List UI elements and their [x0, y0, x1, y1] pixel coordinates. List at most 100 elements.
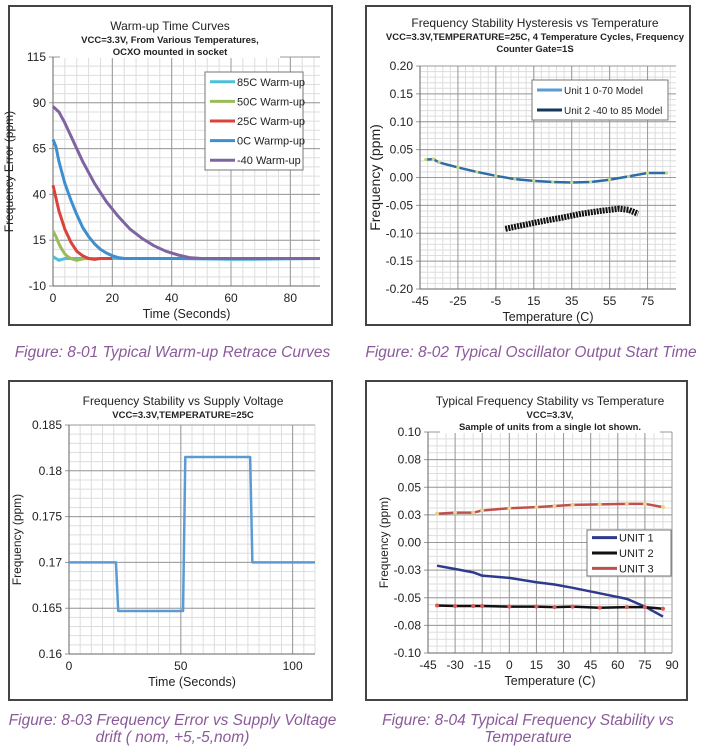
title-backdrop [385, 15, 685, 55]
y-tick-label: 0.165 [32, 601, 62, 615]
title-backdrop [440, 393, 660, 433]
y-tick-label: -0.03 [394, 563, 422, 577]
y-tick-label: 65 [33, 142, 47, 156]
y-tick-label: 0.08 [398, 453, 422, 467]
y-axis-label: Frequency Error (ppm) [2, 111, 16, 232]
x-tick-label: -5 [491, 294, 502, 308]
data-point [597, 605, 602, 610]
chart-subtitle: VCC=3.3V,TEMPERATURE=25C, 4 Temperature … [386, 32, 685, 43]
chart-subtitle: OCXO mounted in socket [113, 47, 228, 58]
y-tick-label: 0.175 [32, 510, 62, 524]
data-point [551, 180, 555, 184]
x-tick-label: 80 [284, 291, 298, 305]
y-tick-label: 0.20 [390, 59, 414, 73]
data-point [435, 511, 440, 516]
x-tick-label: 20 [106, 291, 120, 305]
legend-label: Unit 1 0-70 Model [564, 86, 643, 97]
x-tick-label: 60 [611, 658, 625, 672]
chart-box-3 [8, 380, 333, 701]
data-point [570, 180, 574, 185]
data-point [624, 501, 629, 506]
series-line [51, 105, 320, 261]
x-tick-label: -30 [446, 658, 464, 672]
x-tick-label: -25 [449, 294, 467, 308]
x-tick-label: 75 [638, 658, 652, 672]
legend-label: UNIT 2 [619, 548, 654, 560]
caption-1: Figure: 8-01 Typical Warm-up Retrace Cur… [14, 344, 331, 361]
y-tick-label: 40 [33, 187, 47, 201]
data-point [475, 170, 479, 174]
y-tick-label: 0.10 [390, 115, 414, 129]
series-line [504, 205, 640, 232]
caption-3: Figure: 8-03 Frequency Error vs Supply V… [8, 712, 337, 746]
data-point [480, 508, 485, 513]
data-point [645, 171, 650, 175]
x-tick-label: 35 [565, 294, 579, 308]
y-axis-label: Frequency (ppm) [367, 124, 383, 231]
y-tick-label: 0.185 [32, 418, 62, 432]
y-tick-label: 90 [33, 96, 47, 110]
series-line [51, 230, 89, 262]
x-tick-label: 55 [603, 294, 617, 308]
data-point [424, 158, 428, 162]
x-tick-label: 100 [283, 659, 303, 673]
x-tick-label: 0 [66, 659, 73, 673]
data-point [453, 510, 458, 515]
chart-title: Warm-up Time Curves [110, 19, 230, 33]
data-point [534, 505, 539, 510]
y-axis-label: Frequency (ppm) [377, 497, 391, 588]
data-point [660, 505, 665, 510]
x-axis-label: Time (Seconds) [143, 307, 231, 321]
x-axis-label: Time (Seconds) [148, 675, 236, 689]
y-tick-label: 0.00 [390, 171, 414, 185]
data-point [552, 605, 557, 610]
y-tick-label: -10 [29, 279, 47, 293]
data-point [513, 177, 517, 181]
data-point [642, 501, 647, 506]
y-tick-label: -0.05 [394, 591, 422, 605]
data-point [507, 506, 512, 511]
chart-title: Typical Frequency Stability vs Temperatu… [436, 394, 665, 408]
y-tick-label: 0.17 [39, 555, 63, 569]
data-point [435, 603, 440, 608]
chart-subtitle: Counter Gate=1S [496, 44, 573, 55]
title-backdrop [73, 393, 293, 421]
y-tick-label: -0.05 [386, 198, 414, 212]
legend-label: 50C Warm-up [237, 96, 305, 108]
x-tick-label: -15 [474, 658, 492, 672]
data-point [453, 604, 458, 609]
legend-label: UNIT 3 [619, 563, 654, 575]
y-tick-label: -0.10 [386, 226, 414, 240]
data-point [570, 502, 575, 507]
chart-subtitle: VCC=3.3V, [527, 410, 574, 421]
legend-label: 85C Warm-up [237, 77, 305, 89]
series-line [436, 604, 664, 611]
legend-label: -40 Warm-up [237, 155, 301, 167]
y-tick-label: 0.10 [398, 425, 422, 439]
y-tick-label: 0.18 [39, 464, 63, 478]
data-point [642, 605, 647, 610]
y-axis-label: Frequency (ppm) [10, 494, 24, 585]
x-tick-label: 0 [506, 658, 513, 672]
series-line [51, 184, 113, 261]
x-tick-label: 50 [174, 659, 188, 673]
y-tick-label: -0.20 [386, 282, 414, 296]
data-point [534, 604, 539, 609]
series-line [69, 455, 315, 613]
chart-subtitle: Sample of units from a single lot shown. [459, 422, 641, 433]
caption-2: Figure: 8-02 Typical Oscillator Output S… [365, 344, 697, 361]
legend [531, 79, 669, 121]
data-point [624, 605, 629, 610]
y-tick-label: 0.03 [398, 508, 422, 522]
x-tick-label: 60 [224, 291, 238, 305]
data-point [507, 604, 512, 609]
x-tick-label: 15 [527, 294, 541, 308]
data-point [589, 180, 593, 184]
y-tick-label: 0.05 [390, 143, 414, 157]
y-tick-label: -0.15 [386, 254, 414, 268]
data-point [660, 606, 665, 611]
y-tick-label: 0.15 [390, 87, 414, 101]
legend-label: 0C Warmp-up [237, 136, 305, 148]
x-tick-label: 45 [584, 658, 598, 672]
